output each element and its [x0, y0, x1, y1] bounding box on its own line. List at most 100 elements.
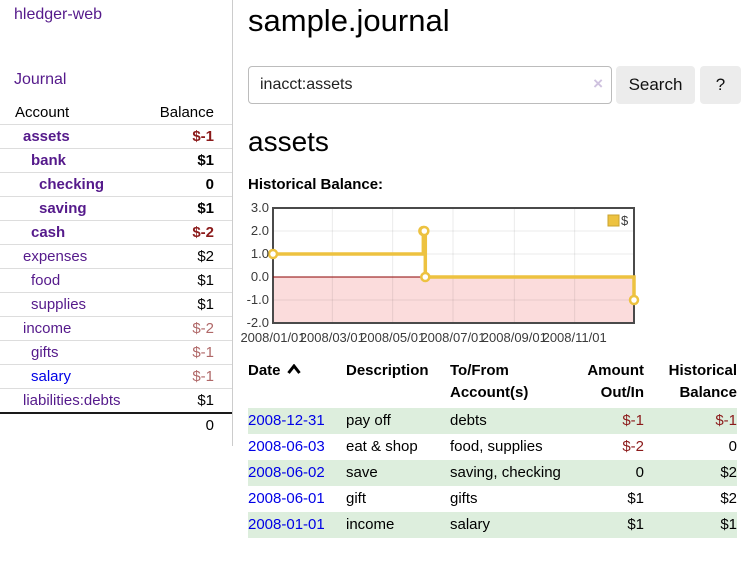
transaction-date-link[interactable]: 2008-06-03 — [248, 438, 325, 455]
register-row: 2008-01-01 income salary $1 $1 — [248, 512, 737, 538]
sidebar: hledger-web Journal Account Balance asse… — [0, 0, 233, 446]
y-axis-tick-label: 3.0 — [251, 200, 269, 215]
account-name-cell: food — [0, 268, 146, 293]
account-balance: $1 — [145, 196, 232, 221]
accounts-total-value: 0 — [145, 412, 232, 437]
clear-search-icon[interactable]: × — [593, 74, 603, 93]
register-column-description: Description — [346, 362, 429, 379]
account-row: liabilities:debts $1 — [0, 388, 232, 413]
accounts-header-balance: Balance — [159, 104, 214, 121]
account-row: bank $1 — [0, 148, 232, 173]
account-name-cell: cash — [0, 220, 146, 245]
accounts-table: Account Balance assets $-1 bank $1 checking 0… — [0, 101, 232, 437]
brand-link[interactable]: hledger-web — [14, 6, 103, 23]
account-balance: $1 — [145, 268, 232, 293]
account-link-assets[interactable]: assets — [23, 128, 70, 145]
register-balance-cell: $2 — [720, 490, 737, 507]
account-balance: $1 — [145, 292, 232, 317]
register-accounts-cell: food, supplies — [450, 438, 543, 455]
account-balance: $-1 — [145, 340, 232, 365]
account-row: income $-2 — [0, 316, 232, 341]
page-title: sample.journal — [248, 3, 450, 38]
register-row: 2008-06-02 save saving, checking 0 $2 — [248, 460, 737, 486]
account-link-bank[interactable]: bank — [31, 152, 67, 169]
account-row: salary $-1 — [0, 364, 232, 389]
y-axis-tick-label: -2.0 — [247, 315, 269, 330]
x-axis-tick-label: 2008/01/01 — [240, 330, 305, 345]
register-header-row: Date Description To/From Account(s) Amount … — [248, 359, 737, 408]
account-row: supplies $1 — [0, 292, 232, 317]
account-link-income[interactable]: income — [23, 320, 72, 337]
register-accounts-cell: gifts — [450, 490, 478, 507]
account-link-salary[interactable]: salary — [31, 368, 72, 385]
data-point[interactable] — [267, 248, 279, 260]
account-link-supplies[interactable]: supplies — [31, 296, 87, 313]
register-amount-cell: $1 — [627, 516, 644, 533]
account-name-cell: saving — [0, 196, 146, 221]
register-description-cell: pay off — [346, 412, 391, 429]
x-axis-tick-label: 2008/07/01 — [420, 330, 485, 345]
search-button[interactable]: Search — [616, 66, 695, 104]
register-column-to-from-account-s-: To/From Account(s) — [450, 362, 529, 401]
register-balance-cell: 0 — [728, 438, 737, 455]
account-link-expenses[interactable]: expenses — [23, 248, 88, 265]
account-link-saving[interactable]: saving — [39, 200, 87, 217]
help-button[interactable]: ? — [700, 66, 741, 104]
search-input[interactable] — [248, 66, 612, 104]
y-axis-tick-label: 1.0 — [251, 246, 269, 261]
register-accounts-cell: saving, checking — [450, 464, 561, 481]
account-balance: $-2 — [145, 220, 232, 245]
transaction-date-link[interactable]: 2008-06-01 — [248, 490, 325, 507]
transaction-date-link[interactable]: 2008-12-31 — [248, 412, 325, 429]
transaction-date-link[interactable]: 2008-06-02 — [248, 464, 325, 481]
account-link-gifts[interactable]: gifts — [31, 344, 59, 361]
register-amount-cell: $1 — [627, 490, 644, 507]
register-row: 2008-06-01 gift gifts $1 $2 — [248, 486, 737, 512]
register-accounts-cell: debts — [450, 412, 487, 429]
data-point[interactable] — [628, 294, 640, 306]
register-date-cell: 2008-06-01 — [248, 486, 346, 512]
register-date-cell: 2008-06-03 — [248, 434, 346, 460]
data-point[interactable] — [420, 271, 431, 283]
register-row: 2008-06-03 eat & shop food, supplies $-2 0 — [248, 434, 737, 460]
account-row: cash $-2 — [0, 220, 232, 245]
account-name-cell: assets — [0, 124, 146, 149]
x-axis-tick-label: 2008/03/01 — [300, 330, 365, 345]
historical-balance-chart[interactable]: $3.0 2.0 1.0 0.0 -1.0 -2.02008/01/012008/03/0… — [240, 196, 742, 350]
register-table-body: 2008-12-31 pay off debts $-1 $-1 2008-06-03 ea… — [248, 408, 737, 538]
data-point[interactable] — [419, 225, 430, 237]
y-axis-tick-label: 2.0 — [251, 223, 269, 238]
account-name-cell: expenses — [0, 244, 146, 269]
account-link-food[interactable]: food — [31, 272, 61, 289]
account-name-cell: checking — [0, 172, 146, 197]
register-description-cell: gift — [346, 490, 367, 507]
account-row: saving $1 — [0, 196, 232, 221]
account-row: checking 0 — [0, 172, 232, 197]
register-date-cell: 2008-12-31 — [248, 408, 346, 434]
register-column-date[interactable]: Date — [248, 359, 346, 408]
x-axis-tick-label: 2008/09/01 — [482, 330, 547, 345]
register-description-cell: save — [346, 464, 378, 481]
account-balance: $-1 — [145, 124, 232, 149]
account-row: food $1 — [0, 268, 232, 293]
account-name-cell: bank — [0, 148, 146, 173]
register-accounts-cell: salary — [450, 516, 491, 533]
account-link-checking[interactable]: checking — [39, 176, 105, 193]
account-name-cell: supplies — [0, 292, 146, 317]
register-amount-cell: $-2 — [622, 438, 644, 455]
total-spacer-cell — [0, 412, 146, 437]
register-balance-cell: $-1 — [715, 412, 737, 429]
register-balance-cell: $1 — [720, 516, 737, 533]
plot-border — [272, 207, 635, 324]
account-name-cell: income — [0, 316, 146, 341]
account-link-cash[interactable]: cash — [31, 224, 66, 241]
account-balance: $1 — [145, 388, 232, 413]
x-axis-tick-label: 2008/05/01 — [360, 330, 425, 345]
account-balance: $2 — [145, 244, 232, 269]
register-description-cell: eat & shop — [346, 438, 418, 455]
account-link-liabilities-debts[interactable]: liabilities:debts — [23, 392, 121, 409]
transaction-date-link[interactable]: 2008-01-01 — [248, 516, 325, 533]
x-axis-tick-label: 2008/11/01 — [543, 330, 607, 345]
account-balance: $-2 — [145, 316, 232, 341]
sidebar-item-journal[interactable]: Journal — [14, 71, 67, 88]
